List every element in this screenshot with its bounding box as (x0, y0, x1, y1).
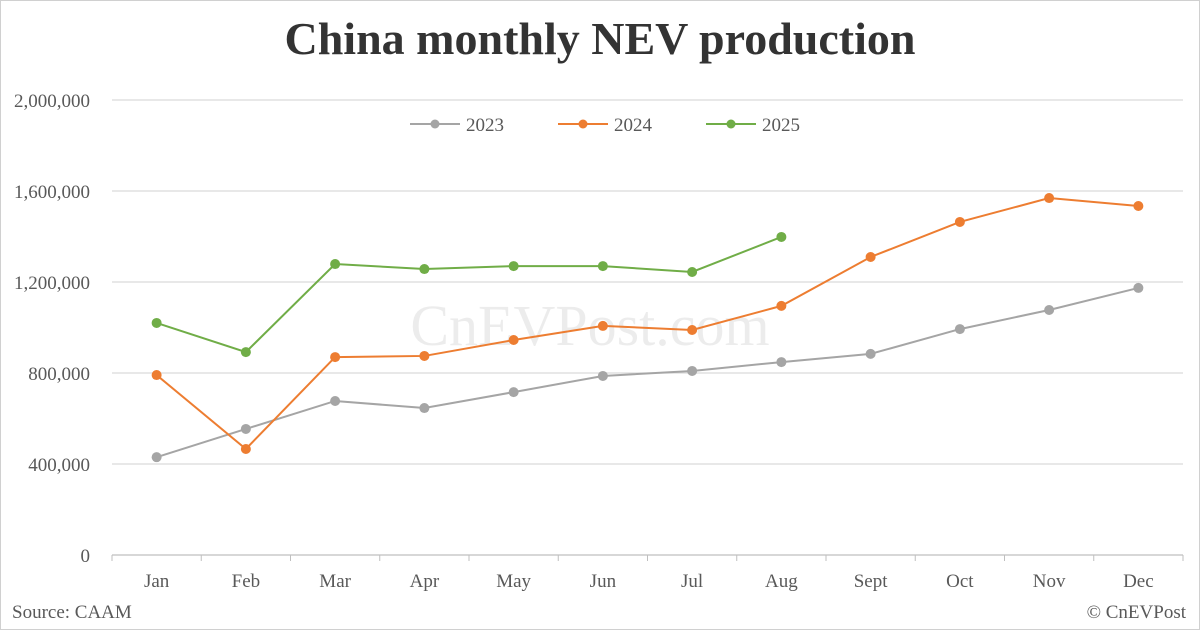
x-tick-label: Aug (765, 571, 798, 592)
legend-marker-2024 (578, 119, 588, 129)
data-point-2024 (330, 352, 341, 363)
x-tick-label: Dec (1123, 571, 1154, 592)
data-point-2024 (1133, 201, 1144, 212)
data-point-2024 (508, 335, 519, 346)
data-point-2024 (240, 443, 251, 454)
y-tick-label: 0 (81, 546, 91, 567)
y-tick-label: 2,000,000 (14, 91, 90, 112)
data-point-2024 (597, 320, 608, 331)
data-point-2023 (954, 324, 965, 335)
chart-title: China monthly NEV production (284, 13, 916, 64)
copyright-note: © CnEVPost (1086, 602, 1186, 623)
legend-marker-2025 (726, 119, 736, 129)
data-point-2025 (330, 259, 341, 270)
x-tick-label: Mar (319, 571, 351, 592)
data-point-2023 (865, 348, 876, 359)
series-line-2025 (156, 236, 782, 354)
data-point-2025 (151, 317, 162, 328)
data-point-2023 (508, 387, 519, 398)
data-point-2023 (687, 365, 698, 376)
data-point-2024 (954, 216, 965, 227)
x-tick-label: Apr (410, 571, 440, 592)
data-point-2023 (1133, 282, 1144, 293)
data-point-2024 (1044, 193, 1055, 204)
legend-label-2025: 2025 (762, 115, 800, 136)
x-tick-label: Nov (1033, 571, 1066, 592)
x-tick-label: Sept (854, 571, 889, 592)
x-tick-label: Oct (946, 571, 974, 592)
y-tick-label: 400,000 (28, 455, 90, 476)
data-point-2025 (776, 231, 787, 242)
data-point-2023 (419, 403, 430, 414)
data-point-2023 (776, 357, 787, 368)
data-point-2024 (776, 300, 787, 311)
legend-marker-2023 (430, 119, 440, 129)
x-tick-label: Jul (681, 571, 703, 592)
data-point-2023 (240, 423, 251, 434)
legend-label-2023: 2023 (466, 115, 504, 136)
data-point-2025 (687, 266, 698, 277)
series-line-2024 (155, 197, 1139, 451)
x-tick-label: Feb (232, 571, 261, 592)
x-tick-label: Jun (590, 571, 617, 592)
data-point-2025 (597, 261, 608, 272)
y-tick-label: 800,000 (28, 364, 90, 385)
source-note: Source: CAAM (12, 602, 132, 623)
y-tick-label: 1,600,000 (14, 182, 90, 203)
data-point-2023 (330, 395, 341, 406)
data-point-2024 (687, 325, 698, 336)
x-tick-label: May (496, 571, 531, 592)
y-tick-label: 1,200,000 (14, 273, 90, 294)
series-line-2023 (156, 286, 1139, 459)
data-point-2025 (240, 347, 251, 358)
data-point-2024 (151, 370, 162, 381)
data-point-2024 (419, 350, 430, 361)
data-point-2023 (597, 370, 608, 381)
data-point-2023 (1044, 304, 1055, 315)
data-point-2024 (865, 251, 876, 262)
data-point-2023 (151, 452, 162, 463)
data-point-2025 (419, 264, 430, 275)
legend-label-2024: 2024 (614, 115, 653, 136)
data-point-2025 (508, 261, 519, 272)
x-tick-label: Jan (144, 571, 170, 592)
